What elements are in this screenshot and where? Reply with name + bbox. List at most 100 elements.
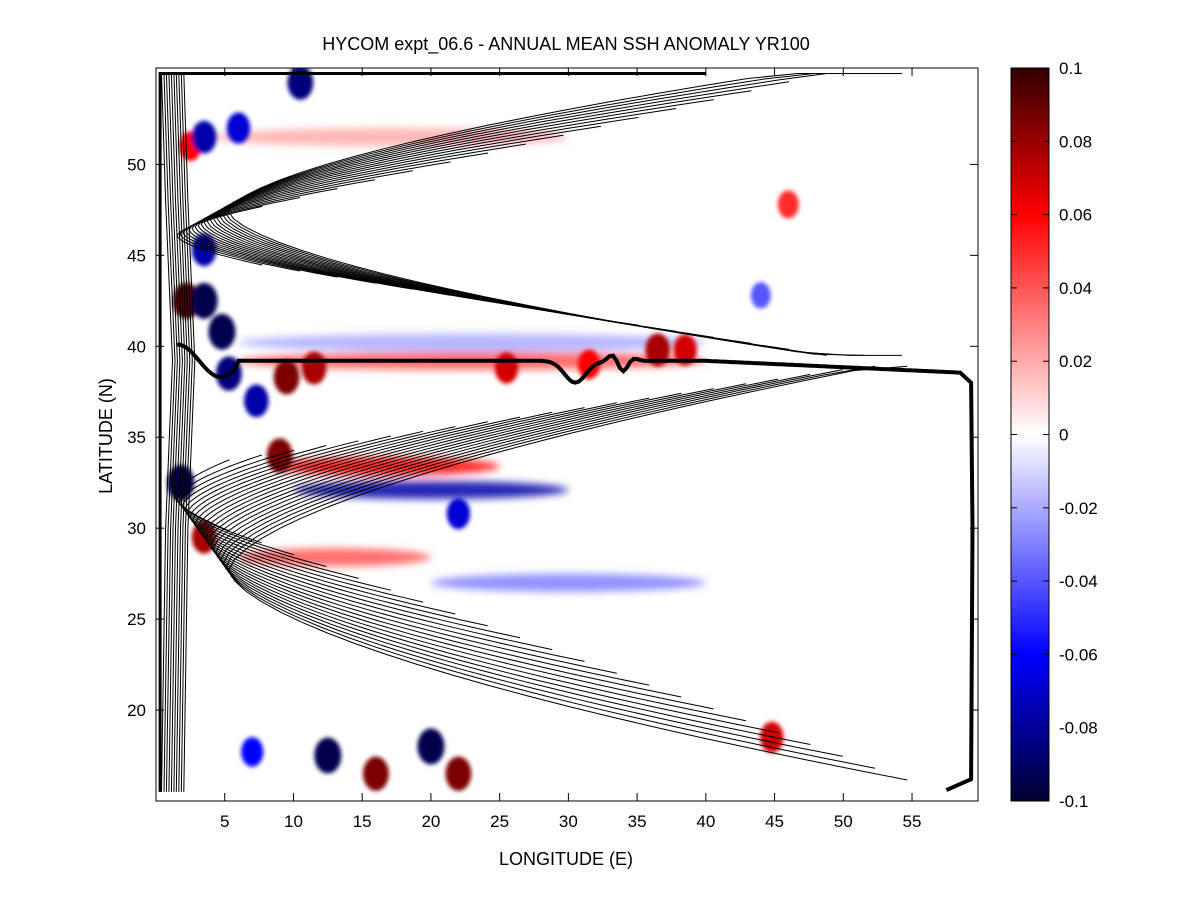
anomaly-eddy bbox=[417, 728, 445, 765]
anomaly-band bbox=[430, 573, 706, 592]
x-tick-label: 50 bbox=[834, 812, 853, 831]
ssh-contour bbox=[191, 161, 451, 296]
anomaly-band bbox=[210, 128, 569, 147]
anomaly-eddy bbox=[301, 351, 327, 385]
ssh-contour bbox=[168, 73, 181, 792]
colorbar-tick-label: -0.1 bbox=[1059, 792, 1088, 811]
anomaly-band bbox=[238, 548, 431, 567]
boundary-contour bbox=[158, 72, 706, 792]
x-tick-label: 25 bbox=[490, 812, 509, 831]
ssh-contour bbox=[228, 365, 908, 781]
y-tick-label: 30 bbox=[127, 519, 146, 538]
anomaly-eddy bbox=[446, 498, 471, 530]
y-tick-label: 35 bbox=[127, 428, 146, 447]
anomaly-eddy bbox=[191, 120, 217, 154]
ssh-contour bbox=[225, 365, 876, 769]
x-tick-label: 45 bbox=[765, 812, 784, 831]
ssh-contour bbox=[175, 73, 188, 792]
ssh-contour bbox=[207, 397, 650, 686]
ssh-contour bbox=[189, 430, 424, 603]
ssh-contour bbox=[179, 449, 295, 556]
x-tick-label: 35 bbox=[628, 812, 647, 831]
ssh-contour bbox=[183, 73, 196, 792]
ssh-contour bbox=[186, 435, 392, 591]
y-tick-label: 50 bbox=[127, 155, 146, 174]
anomaly-eddy bbox=[241, 737, 264, 767]
x-tick-label: 30 bbox=[559, 812, 578, 831]
ssh-contour bbox=[165, 73, 178, 792]
colorbar-tick-label: -0.02 bbox=[1059, 499, 1098, 518]
ssh-contour bbox=[185, 179, 376, 284]
ssh-contour bbox=[180, 73, 193, 792]
anomaly-eddy bbox=[363, 756, 389, 791]
anomaly-eddy bbox=[750, 282, 771, 309]
anomaly-eddy bbox=[314, 737, 342, 774]
colorbar-tick-label: 0.06 bbox=[1059, 206, 1092, 225]
chart-title: HYCOM expt_06.6 - ANNUAL MEAN SSH ANOMAL… bbox=[322, 34, 810, 55]
colorbar-tick-label: -0.04 bbox=[1059, 572, 1098, 591]
anomaly-eddy bbox=[777, 190, 799, 219]
y-tick-label: 20 bbox=[127, 701, 146, 720]
x-axis-label: LONGITUDE (E) bbox=[499, 849, 633, 869]
ssh-contours bbox=[161, 73, 908, 792]
anomaly-eddy bbox=[208, 313, 236, 350]
anomaly-eddy bbox=[226, 112, 251, 144]
anomaly-eddy bbox=[445, 756, 472, 791]
colorbar-tick-label: -0.08 bbox=[1059, 719, 1098, 738]
ssh-contour bbox=[179, 197, 301, 272]
ssh-contour bbox=[204, 402, 617, 674]
anomaly-eddy bbox=[645, 333, 671, 367]
anomaly-eddy bbox=[494, 352, 519, 384]
colorbar-tick-label: 0.04 bbox=[1059, 279, 1092, 298]
anomaly-eddy bbox=[673, 334, 697, 366]
y-tick-label: 45 bbox=[127, 246, 146, 265]
ssh-contour bbox=[163, 73, 176, 792]
ssh-contour bbox=[192, 426, 456, 615]
ssh-contour bbox=[194, 421, 488, 627]
ssh-contour bbox=[194, 152, 489, 302]
ssh-contour bbox=[210, 392, 682, 698]
colorbar-tick-label: 0.02 bbox=[1059, 352, 1092, 371]
ssh-contour bbox=[227, 73, 902, 356]
ssh-contour bbox=[203, 125, 601, 320]
ssh-contour bbox=[161, 73, 174, 792]
x-tick-label: 40 bbox=[696, 812, 715, 831]
x-tick-label: 55 bbox=[903, 812, 922, 831]
ssh-contour bbox=[181, 445, 327, 567]
plot-area: 5 10 15 20 25 30 35 40 45 50 55 20 25 30 35 40 45 50 bbox=[127, 67, 979, 831]
ssh-contour bbox=[209, 108, 677, 332]
ssh-contour bbox=[173, 73, 186, 792]
ssh-contour bbox=[199, 411, 553, 651]
anomaly-eddy bbox=[760, 721, 784, 753]
x-axis: 5 10 15 20 25 30 35 40 45 50 55 bbox=[220, 68, 921, 831]
x-tick-label: 5 bbox=[220, 812, 229, 831]
ssh-contour bbox=[223, 369, 843, 757]
ssh-contour bbox=[220, 373, 811, 745]
y-tick-label: 40 bbox=[127, 337, 146, 356]
ssh-contour bbox=[202, 407, 585, 662]
colorbar-tick-label: 0.1 bbox=[1059, 59, 1083, 78]
y-tick-label: 25 bbox=[127, 610, 146, 629]
colorbar: -0.1 -0.08 -0.06 -0.04 -0.02 0 0.02 0.04 0.06 0.0… bbox=[1010, 59, 1098, 811]
anomaly-eddy bbox=[244, 384, 269, 418]
x-tick-label: 10 bbox=[284, 812, 303, 831]
anomaly-eddy bbox=[577, 349, 601, 380]
anomaly-eddy bbox=[287, 68, 314, 100]
anomaly-eddy bbox=[190, 282, 218, 319]
x-tick-label: 15 bbox=[353, 812, 372, 831]
colorbar-tick-label: 0.08 bbox=[1059, 132, 1092, 151]
colorbar-bar bbox=[1010, 67, 1050, 802]
ssh-contour bbox=[170, 73, 183, 792]
ssh-contour bbox=[200, 134, 564, 314]
ssh-contour bbox=[215, 383, 746, 722]
ssh-contour bbox=[212, 388, 714, 710]
anomaly-eddy bbox=[273, 360, 300, 395]
ssh-contour bbox=[178, 73, 191, 792]
anomaly-band bbox=[238, 333, 706, 352]
ssh-contour bbox=[197, 143, 526, 308]
colorbar-tick-label: 0 bbox=[1059, 426, 1068, 445]
anomaly-eddy bbox=[266, 438, 293, 473]
zero-contour bbox=[158, 72, 975, 792]
ssh-contour bbox=[197, 416, 521, 639]
